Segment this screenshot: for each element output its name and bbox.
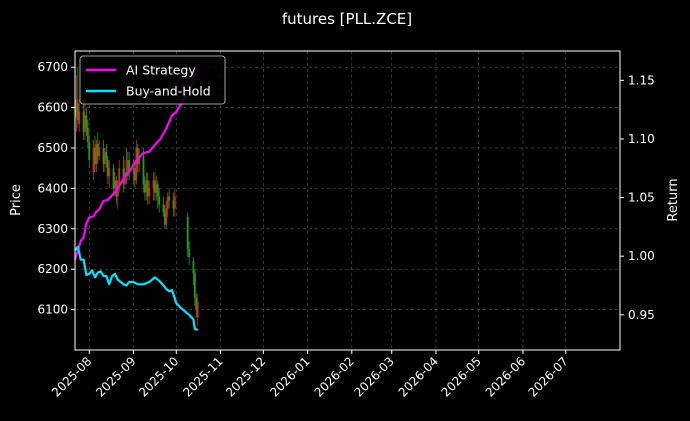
candle-body <box>82 111 85 132</box>
candle-body <box>168 196 171 201</box>
candle-body <box>96 143 99 157</box>
series-line-buy-and-hold <box>74 245 199 332</box>
candle-body <box>114 180 116 189</box>
candle-body <box>116 184 119 197</box>
candle-body <box>104 152 106 165</box>
legend: AI Strategy Buy-and-Hold <box>79 55 226 105</box>
candle-body <box>102 147 105 165</box>
candle-body <box>126 160 129 177</box>
candle-body <box>165 208 168 225</box>
candle-body <box>192 261 195 274</box>
candle-body <box>153 180 156 193</box>
chart-title: futures [PLL.ZCE] <box>282 10 412 28</box>
y-right-tick-label: 1.00 <box>628 249 655 263</box>
y-left-tick-label: 6200 <box>37 262 68 276</box>
candle-body <box>95 143 98 165</box>
plot-frame <box>74 50 621 351</box>
candle-body <box>158 196 161 205</box>
y-right-tick-label: 1.15 <box>628 73 655 87</box>
candle-body <box>196 301 199 318</box>
candle-body <box>84 115 86 132</box>
y-left-tick-label: 6700 <box>37 60 68 74</box>
y-right-tick-label: 1.10 <box>628 132 655 146</box>
candle-body <box>155 184 158 193</box>
candle-body <box>132 168 135 173</box>
line-series <box>73 68 199 332</box>
candle-body <box>186 216 189 249</box>
candle-body <box>75 99 78 118</box>
candle-body <box>128 160 131 173</box>
series-line-ai-strategy <box>73 68 199 261</box>
y-axis-left: 6100 6200 6300 6400 6500 6600 6700 <box>37 60 75 317</box>
legend-box <box>79 55 226 105</box>
legend-label: Buy-and-Hold <box>126 84 211 99</box>
candle-body <box>148 188 151 197</box>
y-axis-right: 0.95 1.00 1.05 1.10 1.15 <box>620 73 655 322</box>
y-left-tick-label: 6500 <box>37 141 68 155</box>
y-left-tick-label: 6600 <box>37 101 68 115</box>
y-axis-right-label: Return <box>666 178 681 221</box>
candle-body <box>122 168 125 185</box>
candle-body <box>172 200 175 209</box>
candle-body <box>156 184 159 197</box>
candle-body <box>163 212 166 225</box>
candle-body <box>138 156 141 165</box>
candle-body <box>136 147 139 165</box>
candle-body <box>88 141 91 161</box>
candle-body <box>94 147 96 165</box>
candle-body <box>145 180 148 193</box>
candle-body <box>85 115 88 128</box>
candle-body <box>106 160 109 177</box>
y-left-tick-label: 6100 <box>37 303 68 317</box>
y-right-tick-label: 1.05 <box>628 191 655 205</box>
candle-body <box>108 168 111 177</box>
candle-body <box>193 273 196 298</box>
candle-body <box>105 152 108 161</box>
candle-body <box>162 204 165 213</box>
candle-body <box>195 297 198 310</box>
y-left-tick-label: 6300 <box>37 222 68 236</box>
candle-body <box>188 248 191 258</box>
candle-body <box>152 180 155 189</box>
y-left-tick-label: 6400 <box>37 181 68 195</box>
y-axis-left-label: Price <box>9 184 24 216</box>
candle-body <box>144 184 146 193</box>
candle-body <box>118 168 121 185</box>
candle-body <box>98 147 101 157</box>
candle-body <box>134 168 136 181</box>
candle-body <box>86 127 89 142</box>
candle-body <box>146 180 149 197</box>
y-right-tick-label: 0.95 <box>628 308 655 322</box>
legend-label: AI Strategy <box>126 63 196 78</box>
candle-body <box>78 111 81 124</box>
candle-body <box>76 103 79 120</box>
candle-body <box>92 147 95 173</box>
candle-body <box>115 180 118 197</box>
candle-body <box>173 196 176 209</box>
candle-body <box>142 156 145 185</box>
candle-body <box>166 196 169 209</box>
candle-body <box>112 168 115 189</box>
candle-body <box>135 147 138 181</box>
